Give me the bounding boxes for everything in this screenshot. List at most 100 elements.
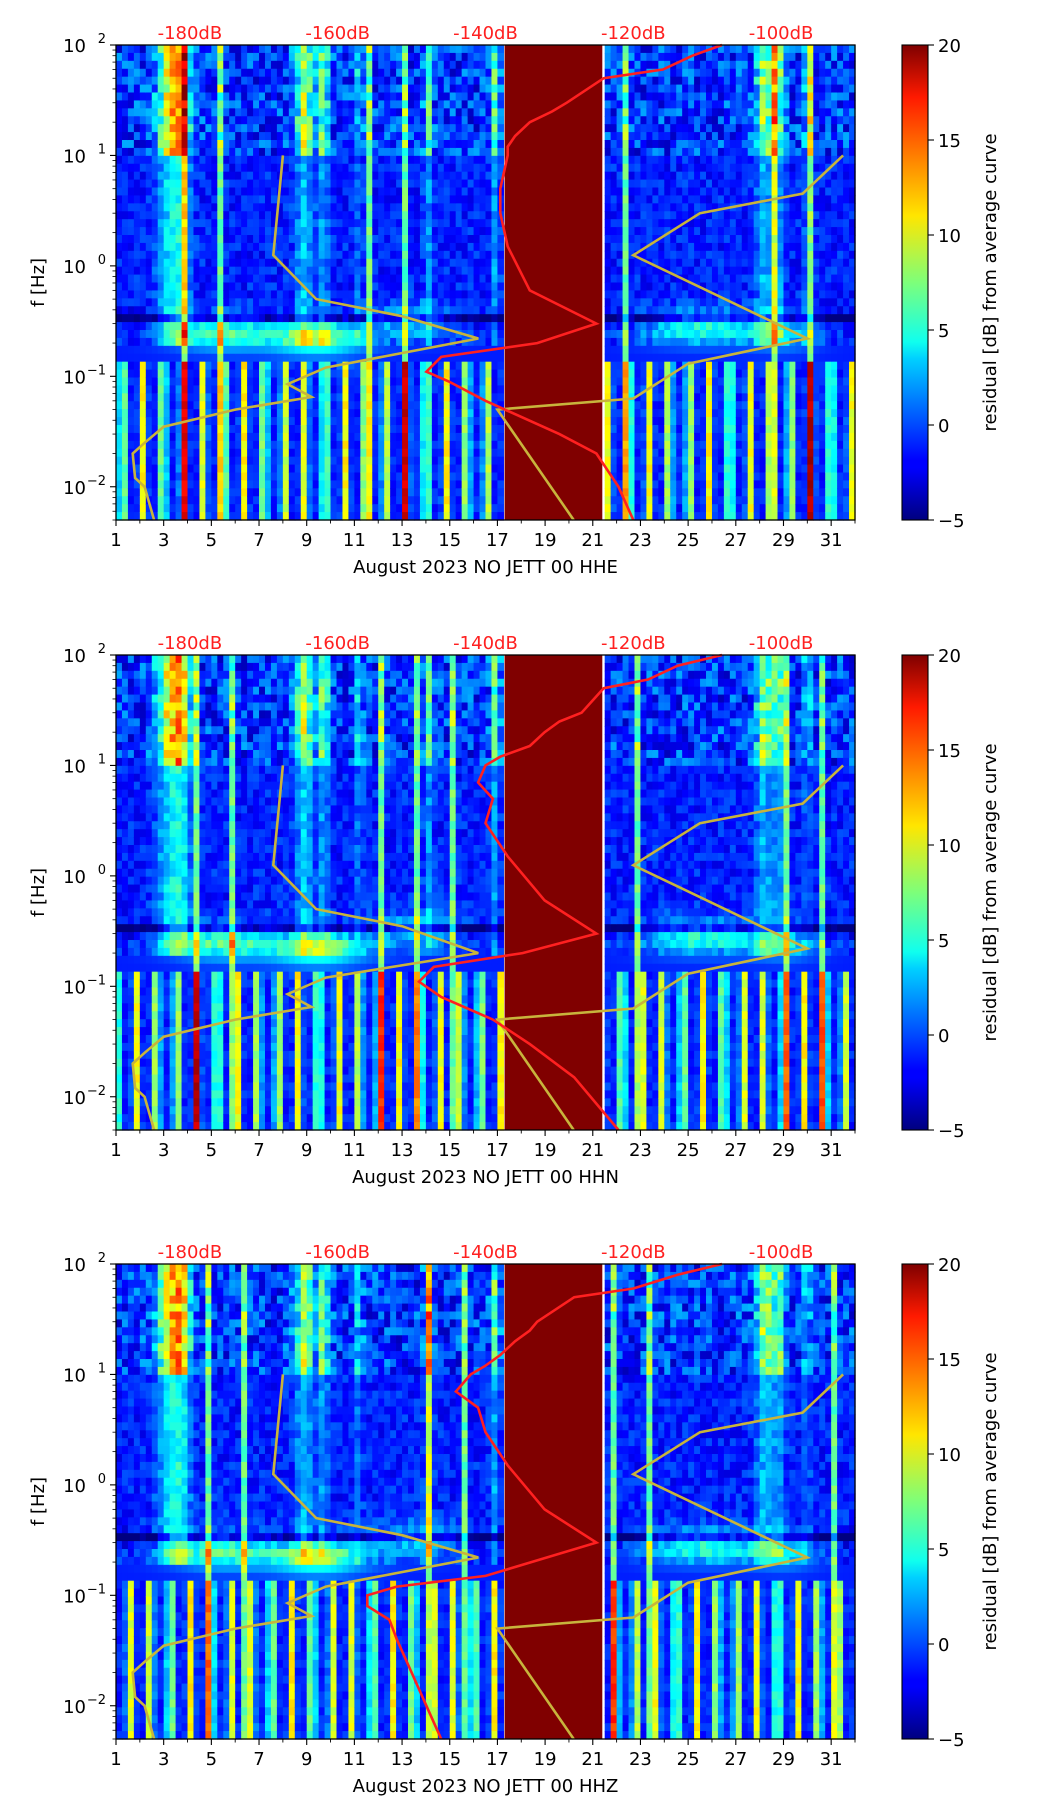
x-tick-label: 21 bbox=[581, 530, 604, 551]
data-gap bbox=[504, 655, 603, 1130]
top-tick-label: -100dB bbox=[749, 633, 814, 654]
y-tick-exponent: −2 bbox=[87, 1693, 106, 1708]
x-tick-label: 25 bbox=[677, 1749, 700, 1770]
colorbar: −5 0 5 10 15 20 residual [dB] from average cur… bbox=[901, 646, 1001, 1142]
colorbar-tick-label: −5 bbox=[938, 1121, 965, 1142]
reference-curve-right bbox=[495, 1373, 844, 1740]
y-tick-exponent: 0 bbox=[98, 253, 106, 268]
top-tick-label: -120dB bbox=[601, 23, 666, 44]
y-axis-label: f [Hz] bbox=[28, 1477, 49, 1526]
x-tick-label: 3 bbox=[158, 1140, 169, 1161]
x-tick-label: 17 bbox=[486, 530, 509, 551]
average-psd-curve bbox=[365, 1262, 723, 1740]
y-tick-exponent: 2 bbox=[98, 32, 106, 47]
y-tick-exponent: −1 bbox=[87, 363, 106, 378]
y-tick-label: 10 bbox=[63, 867, 86, 888]
colorbar-gradient bbox=[901, 44, 929, 521]
data-gap bbox=[504, 45, 603, 520]
colorbar-tick-label: −5 bbox=[938, 511, 965, 532]
y-axis-label: f [Hz] bbox=[28, 868, 49, 917]
x-tick-label: 25 bbox=[677, 530, 700, 551]
x-tick-label: 13 bbox=[391, 530, 414, 551]
top-tick-label: -160dB bbox=[305, 23, 370, 44]
colorbar-label: residual [dB] from average curve bbox=[980, 1352, 1001, 1650]
y-tick-label: 10 bbox=[63, 1255, 86, 1276]
x-tick-label: 1 bbox=[110, 1140, 121, 1161]
x-tick-label: 1 bbox=[110, 1749, 121, 1770]
x-tick-label: 21 bbox=[581, 1140, 604, 1161]
top-tick-label: -140dB bbox=[453, 23, 518, 44]
x-tick-label: 23 bbox=[629, 1749, 652, 1770]
y-tick-label: 10 bbox=[63, 1476, 86, 1497]
x-tick-label: 17 bbox=[486, 1749, 509, 1770]
x-tick-label: 13 bbox=[391, 1140, 414, 1161]
x-tick-label: 27 bbox=[724, 1749, 747, 1770]
x-tick-label: 11 bbox=[343, 1749, 366, 1770]
y-tick-label: 10 bbox=[63, 367, 86, 388]
colorbar-tick-label: 15 bbox=[938, 1350, 961, 1371]
y-tick-exponent: 0 bbox=[98, 1472, 106, 1487]
x-tick-label: 19 bbox=[534, 1749, 557, 1770]
y-tick-label: 10 bbox=[63, 1365, 86, 1386]
x-tick-label: 17 bbox=[486, 1140, 509, 1161]
y-tick-label: 10 bbox=[63, 478, 86, 499]
x-tick-label: 9 bbox=[301, 530, 312, 551]
x-tick-label: 9 bbox=[301, 1140, 312, 1161]
colorbar-gradient bbox=[901, 1263, 929, 1740]
y-axis-label: f [Hz] bbox=[28, 258, 49, 307]
colorbar-tick-label: 10 bbox=[938, 1445, 961, 1466]
x-tick-label: 7 bbox=[253, 1749, 264, 1770]
top-tick-label: -100dB bbox=[749, 1242, 814, 1263]
y-tick-exponent: 1 bbox=[98, 752, 106, 767]
y-tick-exponent: 0 bbox=[98, 863, 106, 878]
x-tick-label: 29 bbox=[772, 1140, 795, 1161]
colorbar-tick-label: 0 bbox=[938, 416, 949, 437]
spectrogram bbox=[116, 655, 856, 1131]
x-tick-label: 9 bbox=[301, 1749, 312, 1770]
top-tick-label: -100dB bbox=[749, 23, 814, 44]
colorbar-tick-label: 20 bbox=[938, 646, 961, 667]
plot-frame bbox=[115, 1263, 856, 1740]
y-tick-label: 10 bbox=[63, 146, 86, 167]
y-tick-exponent: 1 bbox=[98, 1361, 106, 1376]
x-tick-label: 15 bbox=[438, 530, 461, 551]
colorbar-tick-label: −5 bbox=[938, 1730, 965, 1751]
colorbar-tick-label: 0 bbox=[938, 1026, 949, 1047]
top-tick-label: -140dB bbox=[453, 633, 518, 654]
y-tick-label: 10 bbox=[63, 1586, 86, 1607]
y-tick-exponent: −2 bbox=[87, 1084, 106, 1099]
y-tick-label: 10 bbox=[63, 646, 86, 667]
x-tick-label: 7 bbox=[253, 530, 264, 551]
colorbar-tick-label: 10 bbox=[938, 836, 961, 857]
data-gap bbox=[504, 1264, 603, 1739]
top-tick-label: -160dB bbox=[305, 1242, 370, 1263]
y-tick-label: 10 bbox=[63, 36, 86, 57]
x-tick-label: 25 bbox=[677, 1140, 700, 1161]
x-tick-label: 5 bbox=[206, 530, 217, 551]
colorbar-tick-label: 20 bbox=[938, 1255, 961, 1276]
spectrogram bbox=[116, 45, 856, 521]
y-tick-label: 10 bbox=[63, 1697, 86, 1718]
plot-frame bbox=[115, 44, 856, 521]
x-tick-label: 27 bbox=[724, 1140, 747, 1161]
x-tick-label: 19 bbox=[534, 530, 557, 551]
top-tick-label: -120dB bbox=[601, 1242, 666, 1263]
x-tick-label: 5 bbox=[206, 1749, 217, 1770]
y-tick-label: 10 bbox=[63, 257, 86, 278]
x-tick-label: 5 bbox=[206, 1140, 217, 1161]
x-tick-label: 13 bbox=[391, 1749, 414, 1770]
plot-frame bbox=[115, 654, 856, 1131]
top-axis: -180dB -160dB -140dB -120dB -100dB bbox=[158, 23, 814, 44]
colorbar-label: residual [dB] from average curve bbox=[980, 743, 1001, 1041]
x-tick-label: 23 bbox=[629, 530, 652, 551]
x-tick-label: 3 bbox=[158, 1749, 169, 1770]
top-tick-label: -180dB bbox=[158, 23, 223, 44]
